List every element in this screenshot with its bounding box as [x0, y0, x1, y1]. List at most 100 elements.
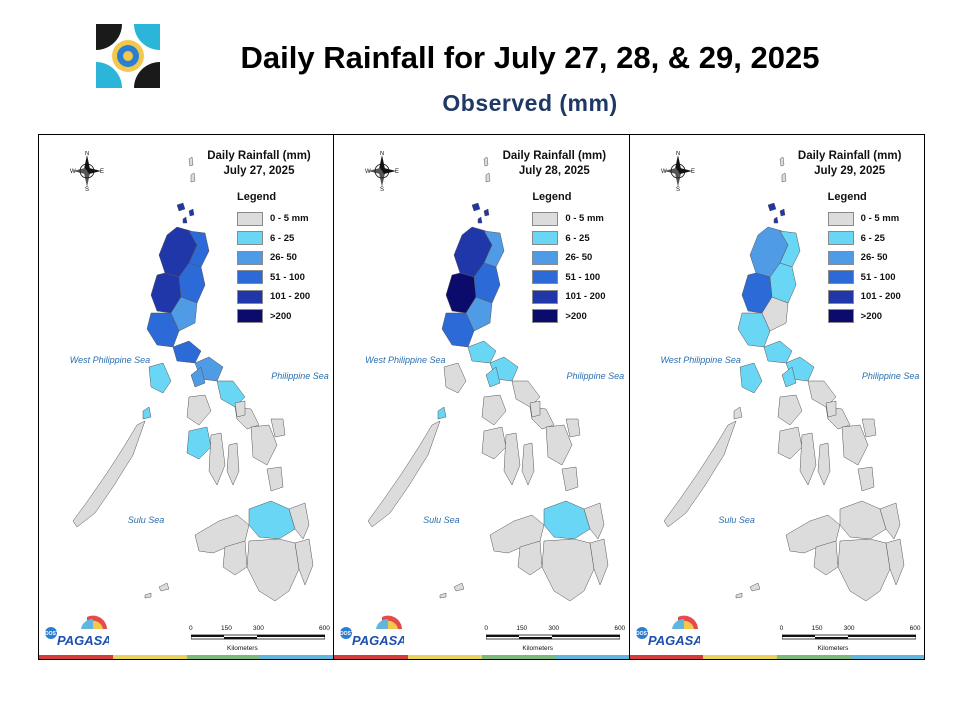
- legend-swatch: [827, 309, 854, 324]
- compass-rose: N S W E: [69, 151, 105, 193]
- legend-title: Legend: [532, 191, 572, 203]
- map-region: [879, 502, 900, 540]
- legend-swatch: [827, 289, 854, 304]
- map-region: [72, 420, 146, 528]
- map-region: [486, 172, 491, 183]
- map-region: [484, 156, 489, 167]
- map-region: [779, 208, 785, 217]
- map-region: [226, 442, 240, 486]
- legend-item: 51 - 100: [827, 268, 918, 288]
- scale-unit: Kilometers: [817, 645, 849, 652]
- legend-swatch: [827, 250, 854, 265]
- map-region: [158, 582, 170, 592]
- bottom-color-strip: [629, 655, 924, 659]
- scale-tick-label: 0: [189, 625, 193, 632]
- panel-date: July 28, 2025: [518, 165, 590, 177]
- map-region: [518, 540, 543, 576]
- legend-item: 6 - 25: [827, 229, 918, 249]
- svg-text:E: E: [100, 169, 104, 175]
- legend-label: 6 - 25: [270, 232, 295, 244]
- west-philippine-sea-label: West Philippine Sea: [69, 355, 151, 365]
- pagasa-logo: DOST PAGASA: [338, 611, 407, 651]
- legend-title: Legend: [827, 191, 867, 203]
- scale-tick-label: 150: [516, 625, 528, 632]
- map-region: [837, 538, 890, 602]
- map-region: [781, 172, 786, 183]
- legend-label: 51 - 100: [565, 271, 601, 283]
- scale-tick-label: 600: [319, 625, 330, 632]
- map-region: [773, 216, 778, 224]
- scale-bar: 0 150 300 600 Kilometers: [484, 625, 625, 652]
- legend-label: >200: [565, 310, 587, 322]
- svg-text:N: N: [380, 151, 384, 157]
- bottom-color-strip: [334, 655, 629, 659]
- map-region: [438, 406, 447, 420]
- map-region: [170, 296, 198, 332]
- rainfall-panels: N S W E Daily Rainfall (mm) July 27, 202…: [38, 134, 925, 660]
- legend-label: 101 - 200: [860, 291, 901, 303]
- legend-item: 101 - 200: [237, 287, 327, 307]
- map-region: [841, 424, 868, 466]
- map-region: [148, 362, 172, 394]
- map-region: [522, 442, 535, 486]
- legend-label: 26- 50: [270, 252, 297, 264]
- map-region: [817, 442, 830, 486]
- map-region: [749, 582, 760, 592]
- map-region: [735, 592, 742, 599]
- map-region: [453, 582, 465, 592]
- legend-item: 0 - 5 mm: [827, 209, 918, 229]
- panel-title-line1: Daily Rainfall (mm): [502, 150, 607, 162]
- map-region: [779, 156, 784, 167]
- scale-tick-label: 0: [779, 625, 784, 632]
- scale-bar: 0 150 300 600 Kilometers: [189, 625, 330, 652]
- map-region: [186, 394, 212, 426]
- philippine-sea-label: Philippine Sea: [566, 371, 625, 381]
- map-region: [482, 426, 507, 460]
- legend-swatch: [532, 270, 559, 285]
- panel-title: Daily Rainfall (mm) July 28, 2025: [484, 149, 624, 179]
- legend-swatch: [532, 211, 559, 226]
- map-region: [208, 432, 226, 486]
- legend-swatch: [532, 231, 559, 246]
- svg-text:N: N: [85, 151, 89, 157]
- svg-text:E: E: [691, 169, 695, 175]
- map-region: [584, 502, 605, 540]
- scale-unit: Kilometers: [522, 645, 554, 652]
- map-region: [248, 500, 296, 540]
- legend-label: 26- 50: [860, 252, 888, 264]
- legend-label: 0 - 5 mm: [860, 213, 900, 225]
- legend-label: 26- 50: [565, 252, 593, 264]
- map-region: [544, 500, 591, 540]
- svg-text:PAGASA: PAGASA: [57, 633, 109, 648]
- legend-label: >200: [270, 310, 292, 322]
- map-region: [250, 424, 278, 466]
- map-region: [190, 172, 196, 183]
- map-region: [176, 202, 186, 212]
- legend-label: 51 - 100: [270, 271, 305, 283]
- legend-item: >200: [827, 307, 918, 327]
- dost-logo: [96, 24, 160, 88]
- svg-text:PAGASA: PAGASA: [648, 633, 700, 648]
- scale-tick-label: 600: [909, 625, 921, 632]
- scale-tick-label: 150: [811, 625, 823, 632]
- legend-label: 51 - 100: [860, 271, 896, 283]
- legend-swatch: [237, 309, 263, 324]
- map-region: [839, 500, 886, 540]
- legend: Legend 0 - 5 mm 6 - 25 26- 50 51 - 100 101 -…: [237, 191, 327, 326]
- rainfall-panel: N S W E Daily Rainfall (mm) July 27, 202…: [39, 135, 335, 659]
- legend-label: 101 - 200: [565, 291, 606, 303]
- map-region: [590, 538, 609, 586]
- legend-item: 51 - 100: [237, 268, 327, 288]
- rainfall-panel: N S W E Daily Rainfall (mm) July 28, 202…: [334, 135, 630, 659]
- legend-item: 101 - 200: [532, 287, 622, 307]
- legend-item: 6 - 25: [532, 229, 622, 249]
- map-region: [777, 426, 802, 460]
- luzon: [737, 226, 851, 430]
- map-region: [294, 538, 314, 586]
- legend-item: 51 - 100: [532, 268, 622, 288]
- philippine-sea-label: Philippine Sea: [271, 371, 329, 381]
- svg-text:W: W: [70, 169, 76, 175]
- svg-text:E: E: [395, 169, 399, 175]
- map-region: [733, 406, 742, 420]
- compass-rose: N S W E: [364, 151, 400, 193]
